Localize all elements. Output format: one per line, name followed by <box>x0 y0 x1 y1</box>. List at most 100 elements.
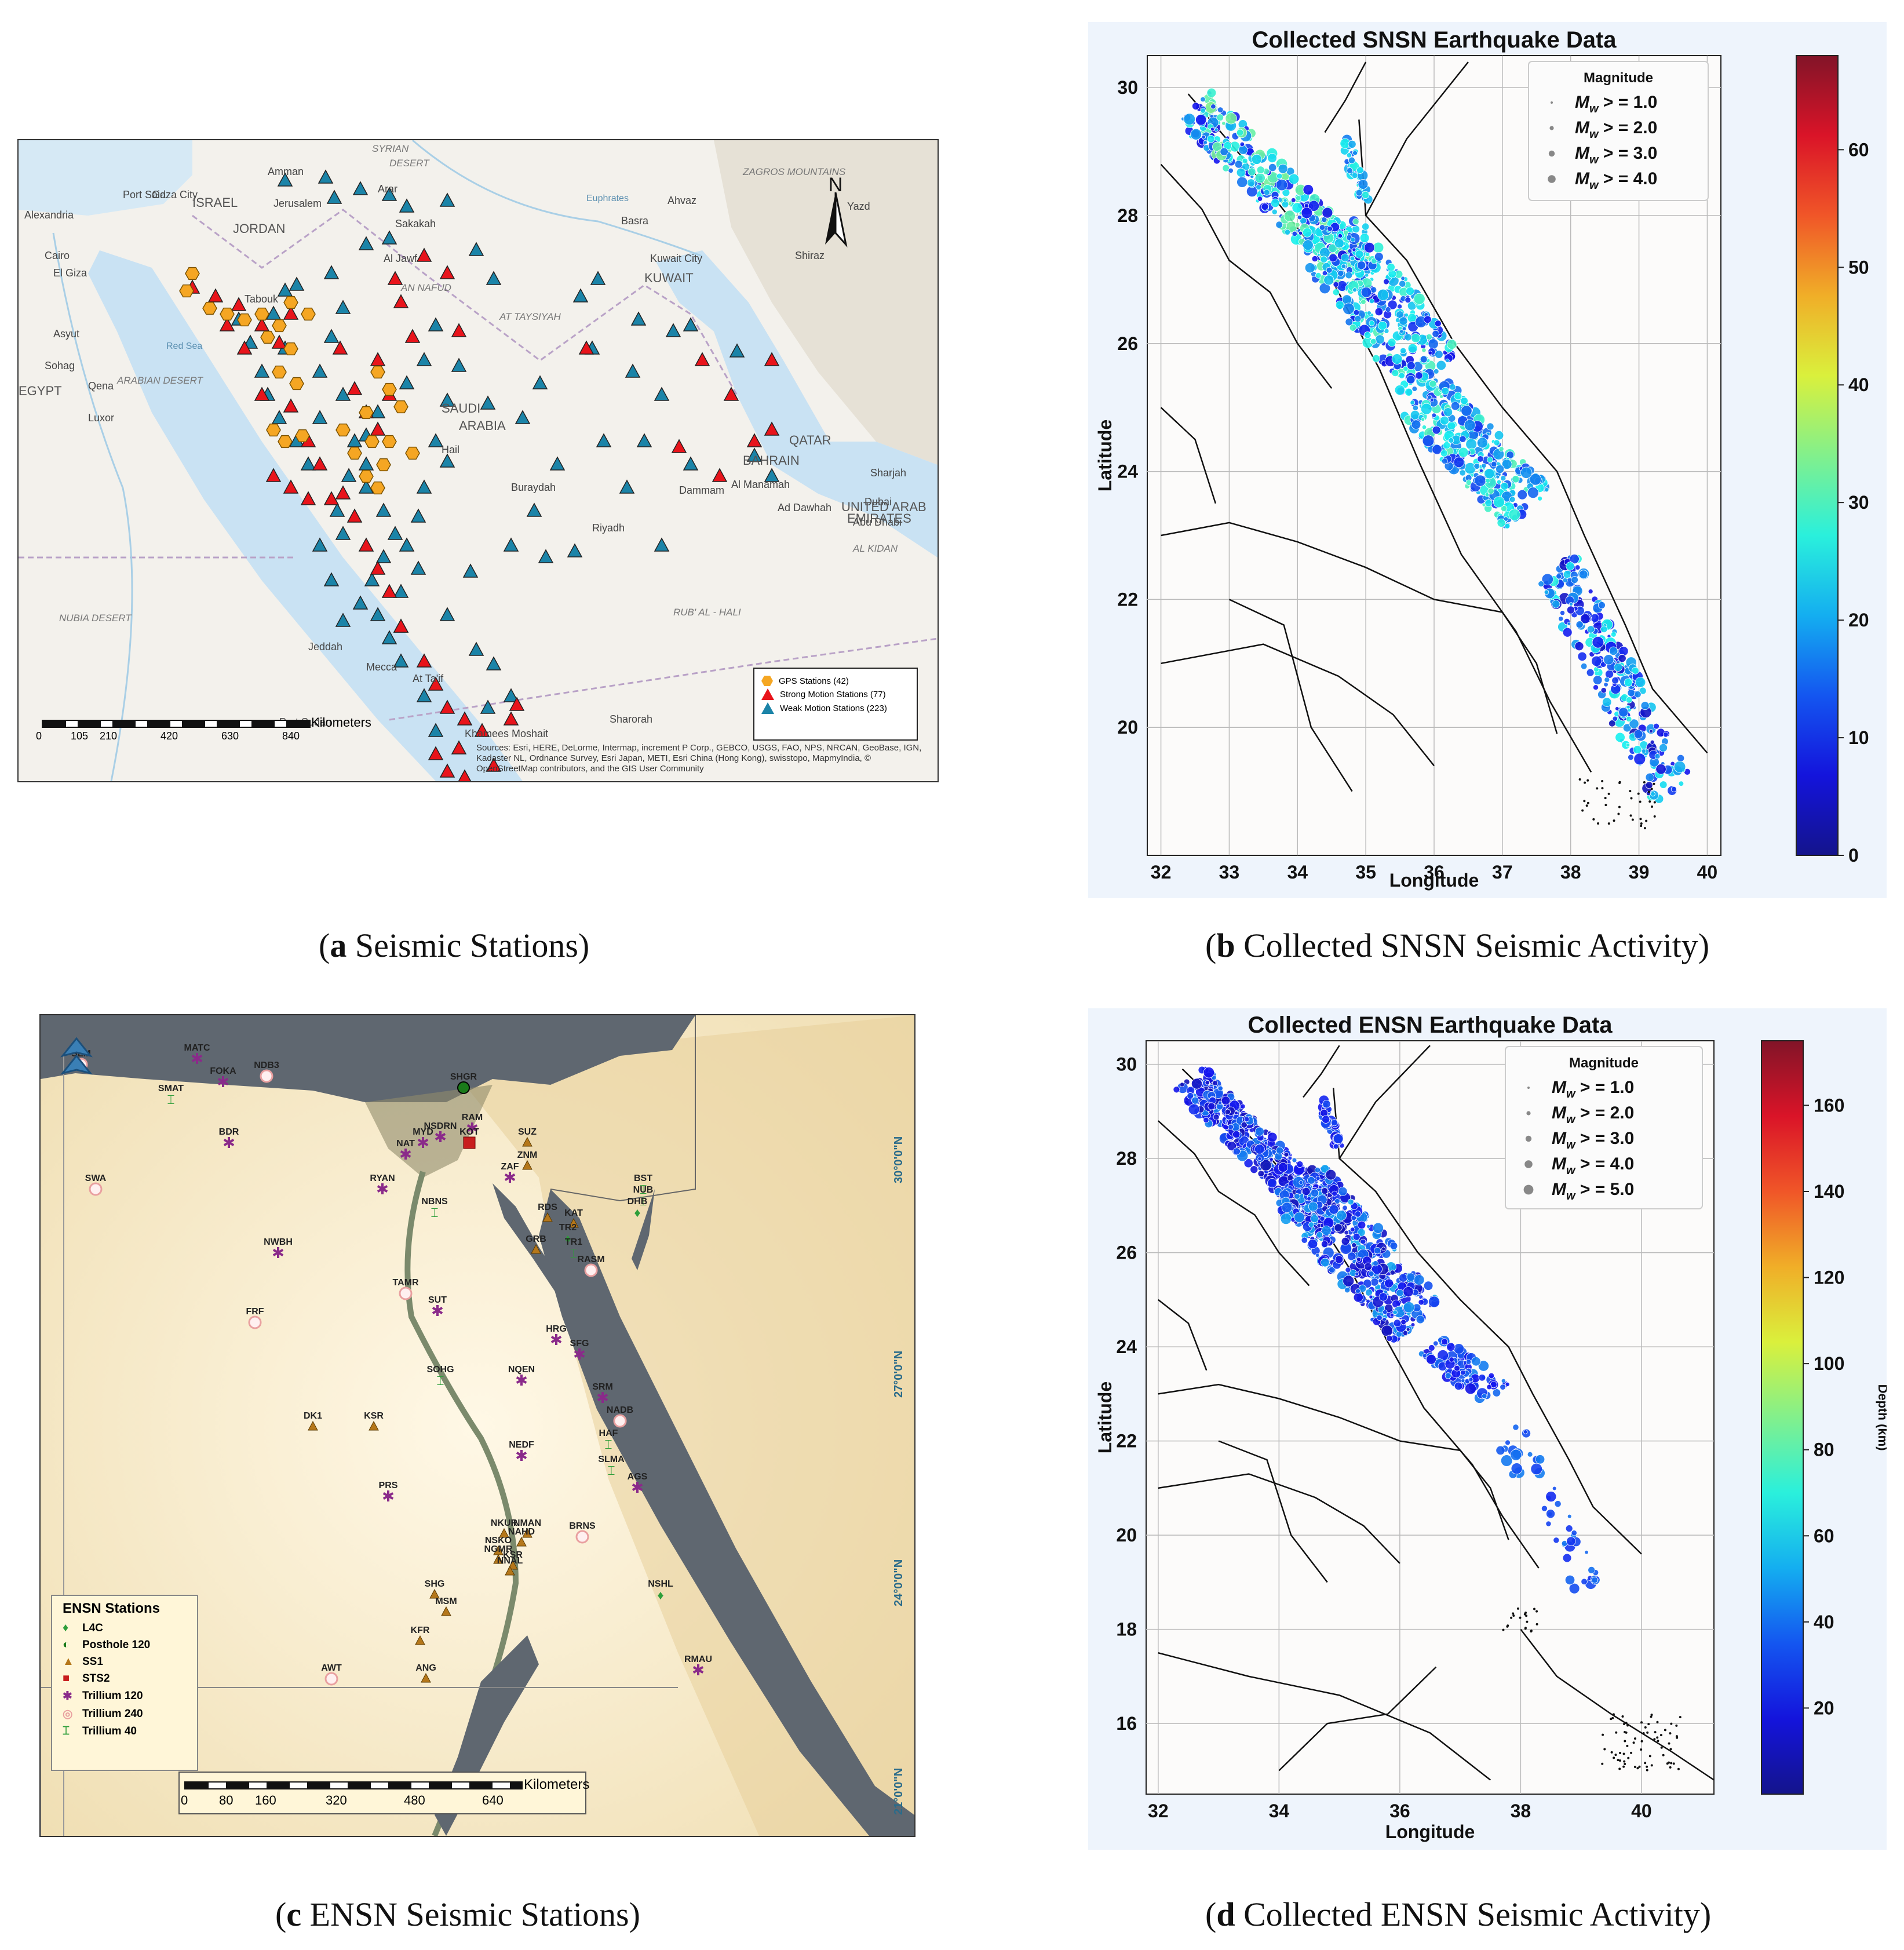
quake-point-small <box>1672 1762 1675 1765</box>
quake-point <box>1360 299 1366 305</box>
station-trillium120: ✱ <box>692 1661 705 1679</box>
station-triangle <box>515 410 531 424</box>
y-tick-label: 30 <box>1117 77 1138 98</box>
gps-station-hexagon <box>405 446 420 460</box>
quake-point <box>1399 316 1408 326</box>
station-triangle <box>387 526 403 540</box>
quake-point <box>1334 238 1344 249</box>
latitude-label: 21°0'0"N <box>892 1767 905 1815</box>
quake-point <box>1220 147 1228 156</box>
quake-point-small <box>1601 1762 1604 1765</box>
quake-point <box>1329 253 1338 263</box>
gps-station-hexagon <box>382 382 397 396</box>
quake-point <box>1428 351 1432 355</box>
quake-point <box>1292 202 1303 213</box>
station-triangle <box>318 169 334 184</box>
scale-tick: 160 <box>255 1793 276 1807</box>
quake-point <box>1465 479 1472 486</box>
gps-station-hexagon <box>260 330 275 344</box>
quake-point-small <box>1650 1714 1653 1716</box>
triangle-icon <box>761 688 774 700</box>
quake-point <box>1351 1242 1357 1248</box>
legend-symbol-icon: ◐ <box>63 1638 70 1651</box>
y-axis-label: Latitude <box>1095 420 1115 491</box>
quake-point <box>1221 121 1226 126</box>
quake-point <box>1334 1223 1343 1232</box>
quake-point <box>1446 1342 1456 1352</box>
station-triangle <box>764 468 780 482</box>
quake-point <box>1460 1369 1466 1376</box>
quake-point-small <box>1604 797 1607 800</box>
quake-point <box>1571 576 1578 584</box>
city-label: Yazd <box>847 201 870 212</box>
quake-point-small <box>1670 1762 1673 1765</box>
station-l4c: ⌶ <box>639 1182 647 1197</box>
earthquake-points <box>1181 88 1691 830</box>
quake-point <box>1213 1114 1220 1121</box>
quake-point <box>1569 602 1573 607</box>
station-triangle <box>231 297 247 311</box>
station-label: HRG <box>546 1324 567 1334</box>
station-triangle <box>364 572 380 586</box>
y-tick-label: 26 <box>1116 1242 1137 1263</box>
station-triangle <box>265 468 282 482</box>
station-label: NAHD <box>508 1527 535 1537</box>
station-l4c: ♦ <box>657 1588 663 1602</box>
station-triangle <box>665 323 681 337</box>
x-tick-label: 32 <box>1148 1800 1169 1821</box>
quake-point <box>1333 1133 1344 1144</box>
station-label: NEDF <box>509 1440 534 1450</box>
quake-point-small <box>1669 1732 1672 1735</box>
quake-point <box>1238 145 1248 155</box>
quake-point <box>1383 278 1389 285</box>
quake-point <box>1581 1578 1588 1585</box>
quake-point <box>1297 214 1303 220</box>
quake-point <box>1512 475 1520 483</box>
legend-marker <box>1523 1184 1534 1195</box>
legend-label: Mw > = 4.0 <box>1552 1154 1634 1177</box>
station-label: BST <box>634 1173 652 1183</box>
quake-point <box>1628 754 1634 761</box>
mediterranean-sea <box>19 140 192 216</box>
quake-point <box>1481 1393 1487 1399</box>
station-posthole <box>457 1081 470 1094</box>
quake-point-small <box>1660 1746 1663 1749</box>
station-label: RAM <box>462 1113 483 1122</box>
city-label: Luxor <box>88 412 114 424</box>
gps-station-hexagon <box>335 423 351 437</box>
quake-point <box>1369 320 1375 326</box>
quake-point <box>1336 1210 1347 1221</box>
quake-point <box>1477 455 1484 462</box>
quake-point <box>1283 1151 1289 1157</box>
quake-point <box>1292 1176 1305 1189</box>
station-ss1 <box>415 1635 425 1645</box>
station-ss1 <box>522 1160 532 1170</box>
quake-point <box>1334 1198 1340 1204</box>
quake-point <box>1578 570 1588 579</box>
country-borders <box>1158 1045 1715 1781</box>
quake-point <box>1600 687 1607 694</box>
quake-point-small <box>1650 788 1653 790</box>
legend-item: ◐ Posthole 120 <box>63 1638 151 1651</box>
quake-point-small <box>1512 1614 1515 1617</box>
quake-point <box>1234 160 1243 169</box>
legend-items: GPS Stations (42) Strong Motion Stations … <box>761 673 887 716</box>
station-triangle <box>358 537 374 552</box>
quake-point <box>1653 723 1659 730</box>
quake-point <box>1301 207 1313 219</box>
quake-point <box>1378 320 1387 330</box>
quake-point-small <box>1634 1737 1637 1740</box>
quake-point <box>1349 256 1355 261</box>
station-trillium120: ✱ <box>515 1447 528 1464</box>
quake-point <box>1387 263 1395 272</box>
quake-point <box>1612 716 1618 721</box>
station-label: NSKO <box>485 1536 512 1546</box>
quake-point-small <box>1666 1762 1669 1765</box>
legend-marker <box>1525 1135 1532 1142</box>
quake-point <box>1248 167 1256 176</box>
quake-point <box>1432 444 1442 455</box>
quake-point <box>1410 1322 1416 1327</box>
quake-point <box>1529 473 1542 486</box>
quake-point <box>1236 129 1244 137</box>
country-label: KUWAIT <box>644 271 694 285</box>
